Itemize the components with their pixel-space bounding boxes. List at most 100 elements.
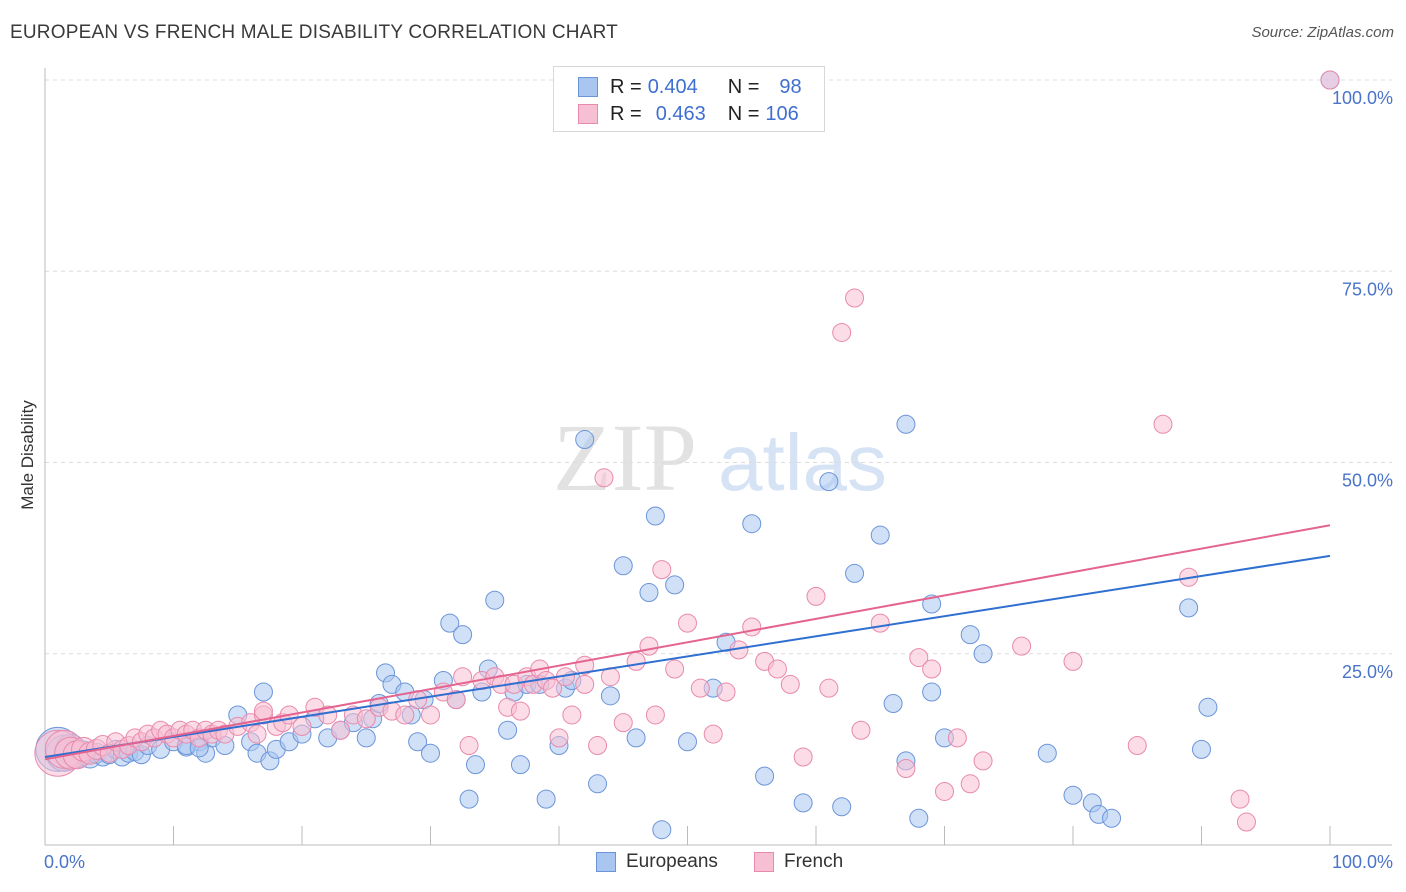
french-point — [922, 659, 942, 679]
european-point — [742, 514, 762, 534]
watermark-atlas: atlas — [718, 418, 887, 507]
french-trendline — [44, 524, 1331, 761]
european-point — [1179, 598, 1199, 618]
european-point — [909, 808, 929, 828]
european-point — [459, 789, 479, 809]
european-point — [356, 728, 376, 748]
legend-r-value: 0.463 — [655, 102, 706, 125]
x-tick-min: 0.0% — [44, 852, 86, 872]
french-point — [543, 678, 563, 698]
european-point — [600, 686, 620, 706]
european-point — [626, 728, 646, 748]
french-point — [639, 636, 659, 656]
french-point — [703, 724, 723, 744]
french-point — [510, 701, 530, 721]
french-point — [459, 736, 479, 756]
european-point — [639, 583, 659, 603]
french-point — [870, 613, 890, 633]
legend-item-europeans: Europeans — [596, 851, 718, 873]
european-point — [652, 820, 672, 840]
french-point — [819, 678, 839, 698]
legend-swatch-french — [578, 104, 598, 124]
french-point — [678, 613, 697, 633]
legend-n-label: N = — [727, 102, 760, 125]
french-point — [453, 667, 473, 687]
european-point — [408, 732, 428, 752]
french-point — [652, 560, 672, 580]
european-point — [755, 766, 775, 786]
legend-n-value: 106 — [765, 102, 799, 125]
european-point — [440, 613, 460, 633]
european-point — [870, 525, 890, 545]
french-point — [806, 586, 826, 606]
european-point — [465, 755, 485, 775]
french-point — [575, 674, 595, 694]
legend-item-french: French — [754, 851, 843, 873]
x-tick-max: 100.0% — [1331, 852, 1393, 872]
french-point — [973, 751, 993, 771]
french-point — [793, 747, 813, 767]
european-point — [421, 743, 440, 763]
y-tick-label: 50.0% — [1342, 471, 1393, 491]
european-point — [1063, 785, 1083, 805]
european-trendline — [44, 554, 1331, 759]
legend-n-label: N = — [727, 75, 760, 98]
french-point — [1230, 789, 1250, 809]
y-tick-label: 25.0% — [1342, 662, 1393, 682]
european-point — [922, 682, 942, 702]
european-point — [832, 797, 852, 817]
european-point — [453, 625, 473, 645]
watermark-zip: ZIP — [553, 404, 697, 511]
european-point — [973, 644, 993, 664]
french-point — [331, 720, 351, 740]
french-point — [645, 705, 665, 725]
legend-r-label: R = — [610, 102, 642, 125]
french-point — [395, 705, 415, 725]
french-point — [1153, 414, 1173, 434]
legend-r-label: R = — [610, 75, 642, 98]
french-point — [1236, 812, 1256, 832]
european-point — [485, 590, 505, 610]
european-point — [253, 682, 273, 702]
legend-swatch-french — [754, 852, 774, 872]
french-point — [780, 674, 800, 694]
legend-n-value: 98 — [779, 75, 802, 98]
french-point — [690, 678, 710, 698]
french-point — [356, 709, 376, 729]
european-point — [1102, 808, 1122, 828]
european-point — [896, 414, 916, 434]
chart-source: Source: ZipAtlas.com — [1251, 24, 1394, 41]
french-point — [742, 617, 762, 637]
french-point — [832, 322, 852, 342]
european-point — [588, 774, 608, 794]
french-point — [626, 651, 646, 671]
french-point — [588, 736, 608, 756]
y-tick-label: 100.0% — [1332, 88, 1393, 108]
legend-row-europeans: R = 0.404 N = 98 — [578, 74, 802, 100]
legend-label-french: French — [784, 851, 844, 872]
european-point — [510, 755, 530, 775]
european-point — [793, 793, 813, 813]
european-point — [498, 720, 518, 740]
legend-row-french: R = 0.463 N = 106 — [578, 101, 799, 127]
legend-swatch-europeans — [596, 852, 616, 872]
french-point — [935, 781, 954, 801]
french-point — [896, 759, 916, 778]
european-point — [678, 732, 697, 752]
french-point — [1063, 651, 1083, 671]
legend-label-europeans: Europeans — [626, 851, 718, 872]
european-point — [819, 472, 839, 492]
french-point — [549, 728, 569, 748]
european-point — [536, 789, 556, 809]
european-point — [883, 693, 903, 713]
correlation-legend: R = 0.404 N = 98 R = 0.463 N = 106 — [553, 66, 825, 132]
french-point — [1127, 736, 1147, 756]
legend-swatch-europeans — [578, 77, 598, 97]
european-point — [1037, 743, 1057, 763]
french-point — [716, 682, 736, 702]
european-point — [613, 556, 633, 576]
european-point — [1192, 739, 1211, 759]
european-point — [575, 430, 595, 450]
chart-title: EUROPEAN VS FRENCH MALE DISABILITY CORRE… — [10, 22, 618, 43]
